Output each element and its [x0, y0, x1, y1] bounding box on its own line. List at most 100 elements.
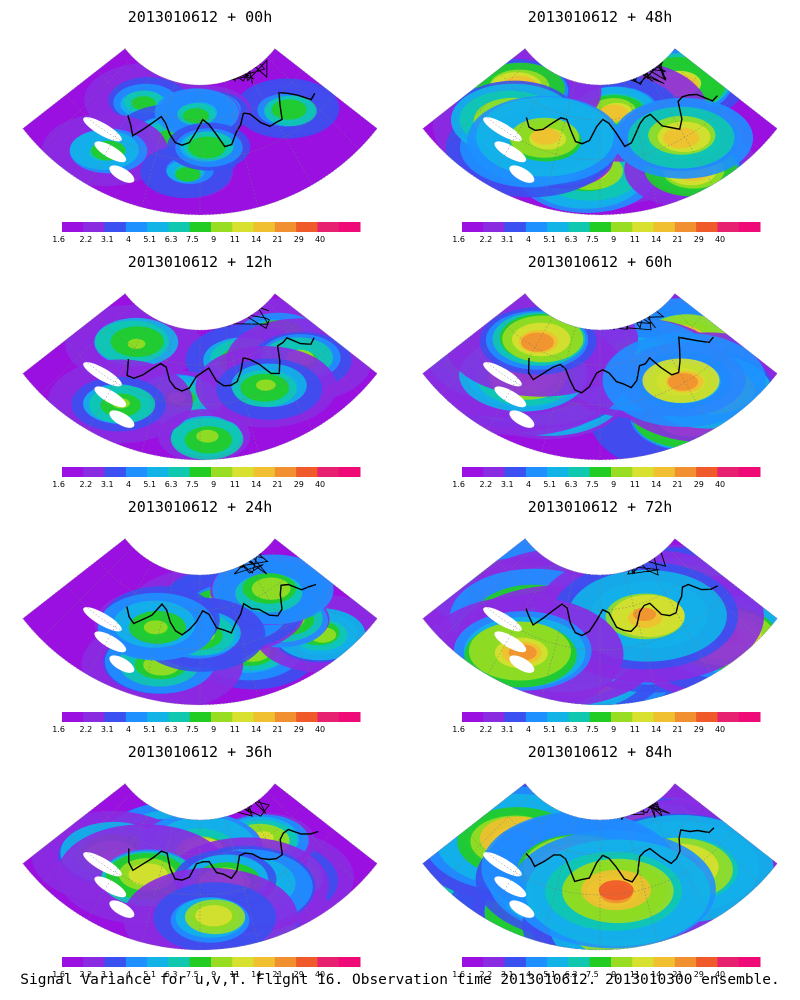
colorbar-label: 2.2	[80, 235, 93, 244]
colorbar-label: 11	[230, 970, 240, 979]
colorbar-label: 40	[315, 235, 325, 244]
panel-title: 2013010612 + 84h	[527, 743, 673, 761]
colorbar-label: 14	[251, 480, 261, 489]
colorbar-label: 11	[630, 970, 640, 979]
colorbar-label: 9	[611, 970, 616, 979]
colorbar-label: 9	[611, 725, 616, 734]
colorbar-label: 29	[294, 970, 304, 979]
variance-map: 1.6 2.2 3.1 4 5.1 6.3 7.5 9 11 14 21 29 40	[22, 48, 378, 244]
colorbar-label: 1.6	[52, 725, 65, 734]
variance-map: 1.6 2.2 3.1 4 5.1 6.3 7.5 9 11 14 21 29 40	[22, 783, 378, 979]
colorbar-label: 5.1	[143, 725, 156, 734]
colorbar-label: 7.5	[186, 235, 199, 244]
colorbar-label: 2.2	[80, 480, 93, 489]
colorbar-label: 2.2	[80, 970, 93, 979]
panel-title: 2013010612 + 36h	[127, 743, 273, 761]
colorbar-label: 11	[230, 235, 240, 244]
colorbar-label: 40	[715, 725, 725, 734]
panel-title: 2013010612 + 72h	[527, 498, 673, 516]
colorbar-label: 21	[272, 970, 282, 979]
colorbar-label: 9	[611, 480, 616, 489]
colorbar-label: 29	[694, 970, 704, 979]
map-panel: 2013010612 + 36h 1.6 2.2 3.1 4 5.1 6.3 7.5 9 11 14…	[0, 735, 400, 980]
colorbar-label: 3.1	[501, 970, 514, 979]
colorbar-label: 29	[694, 725, 704, 734]
colorbar-label: 4	[526, 970, 531, 979]
colorbar-label: 7.5	[586, 725, 599, 734]
colorbar-label: 3.1	[101, 725, 114, 734]
colorbar-label: 6.3	[565, 235, 578, 244]
colorbar-label: 4	[126, 970, 131, 979]
colorbar-label: 11	[630, 235, 640, 244]
colorbar-label: 5.1	[143, 235, 156, 244]
colorbar-label: 6.3	[165, 480, 178, 489]
colorbar-label: 1.6	[452, 235, 465, 244]
colorbar-label: 7.5	[586, 235, 599, 244]
colorbar-label: 3.1	[501, 235, 514, 244]
map-panel: 2013010612 + 24h 1.6 2.2 3.1 4 5.1 6.3 7.5 9 11 14…	[0, 490, 400, 735]
colorbar-label: 7.5	[186, 970, 199, 979]
variance-map: 1.6 2.2 3.1 4 5.1 6.3 7.5 9 11 14 21 29 40	[422, 538, 778, 734]
colorbar-label: 1.6	[52, 235, 65, 244]
colorbar-label: 6.3	[565, 970, 578, 979]
colorbar-label: 2.2	[480, 970, 493, 979]
map-panel: 2013010612 + 60h 1.6 2.2 3.1 4 5.1 6.3 7.5 9 11 14…	[400, 245, 800, 490]
colorbar-label: 5.1	[543, 725, 556, 734]
colorbar-label: 6.3	[165, 235, 178, 244]
colorbar-label: 2.2	[80, 725, 93, 734]
colorbar-label: 7.5	[586, 480, 599, 489]
colorbar-label: 21	[672, 725, 682, 734]
colorbar-label: 1.6	[52, 970, 65, 979]
colorbar: 1.6 2.2 3.1 4 5.1 6.3 7.5 9 11 14 21 29 40	[452, 467, 761, 489]
colorbar-label: 4	[126, 725, 131, 734]
colorbar-label: 3.1	[101, 235, 114, 244]
colorbar-label: 6.3	[565, 480, 578, 489]
map-panel: 2013010612 + 48h 1.6 2.2 3.1 4 5.1 6.3 7.5 9 11 14…	[400, 0, 800, 245]
colorbar-label: 7.5	[186, 480, 199, 489]
colorbar-label: 4	[126, 235, 131, 244]
colorbar-label: 9	[211, 480, 216, 489]
colorbar-label: 29	[294, 725, 304, 734]
colorbar-label: 4	[526, 235, 531, 244]
panel-title: 2013010612 + 24h	[127, 498, 273, 516]
map-panel: 2013010612 + 12h 1.6 2.2 3.1 4 5.1 6.3 7.5 9 11 14…	[0, 245, 400, 490]
colorbar-label: 40	[715, 235, 725, 244]
colorbar: 1.6 2.2 3.1 4 5.1 6.3 7.5 9 11 14 21 29 40	[52, 222, 361, 244]
colorbar-label: 14	[651, 725, 661, 734]
panel-title: 2013010612 + 00h	[127, 8, 273, 26]
colorbar-label: 40	[315, 725, 325, 734]
colorbar-label: 7.5	[186, 725, 199, 734]
colorbar-label: 1.6	[452, 725, 465, 734]
panel-title: 2013010612 + 12h	[127, 253, 273, 271]
colorbar-label: 11	[630, 725, 640, 734]
colorbar-label: 40	[315, 480, 325, 489]
colorbar-label: 40	[715, 480, 725, 489]
colorbar-label: 6.3	[565, 725, 578, 734]
colorbar-label: 14	[251, 970, 261, 979]
colorbar-label: 5.1	[143, 480, 156, 489]
map-panel: 2013010612 + 84h 1.6 2.2 3.1 4 5.1 6.3 7.5 9 11 14…	[400, 735, 800, 980]
colorbar: 1.6 2.2 3.1 4 5.1 6.3 7.5 9 11 14 21 29 40	[52, 712, 361, 734]
colorbar-label: 40	[715, 970, 725, 979]
variance-map: 1.6 2.2 3.1 4 5.1 6.3 7.5 9 11 14 21 29 40	[422, 48, 778, 244]
variance-map: 1.6 2.2 3.1 4 5.1 6.3 7.5 9 11 14 21 29 40	[422, 783, 778, 979]
colorbar-label: 3.1	[501, 725, 514, 734]
colorbar: 1.6 2.2 3.1 4 5.1 6.3 7.5 9 11 14 21 29 40	[52, 957, 361, 979]
variance-map: 1.6 2.2 3.1 4 5.1 6.3 7.5 9 11 14 21 29 40	[422, 293, 778, 489]
colorbar-label: 11	[230, 725, 240, 734]
panel-title: 2013010612 + 60h	[527, 253, 673, 271]
colorbar-label: 11	[630, 480, 640, 489]
colorbar-label: 9	[611, 235, 616, 244]
colorbar-label: 14	[651, 970, 661, 979]
colorbar-label: 29	[694, 235, 704, 244]
variance-map: 1.6 2.2 3.1 4 5.1 6.3 7.5 9 11 14 21 29 40	[22, 538, 378, 734]
colorbar-label: 2.2	[480, 480, 493, 489]
colorbar-label: 5.1	[143, 970, 156, 979]
colorbar-label: 1.6	[52, 480, 65, 489]
colorbar-label: 7.5	[586, 970, 599, 979]
colorbar-label: 29	[694, 480, 704, 489]
colorbar-label: 14	[251, 235, 261, 244]
colorbar-label: 4	[526, 725, 531, 734]
colorbar-label: 5.1	[543, 480, 556, 489]
colorbar-label: 14	[651, 235, 661, 244]
